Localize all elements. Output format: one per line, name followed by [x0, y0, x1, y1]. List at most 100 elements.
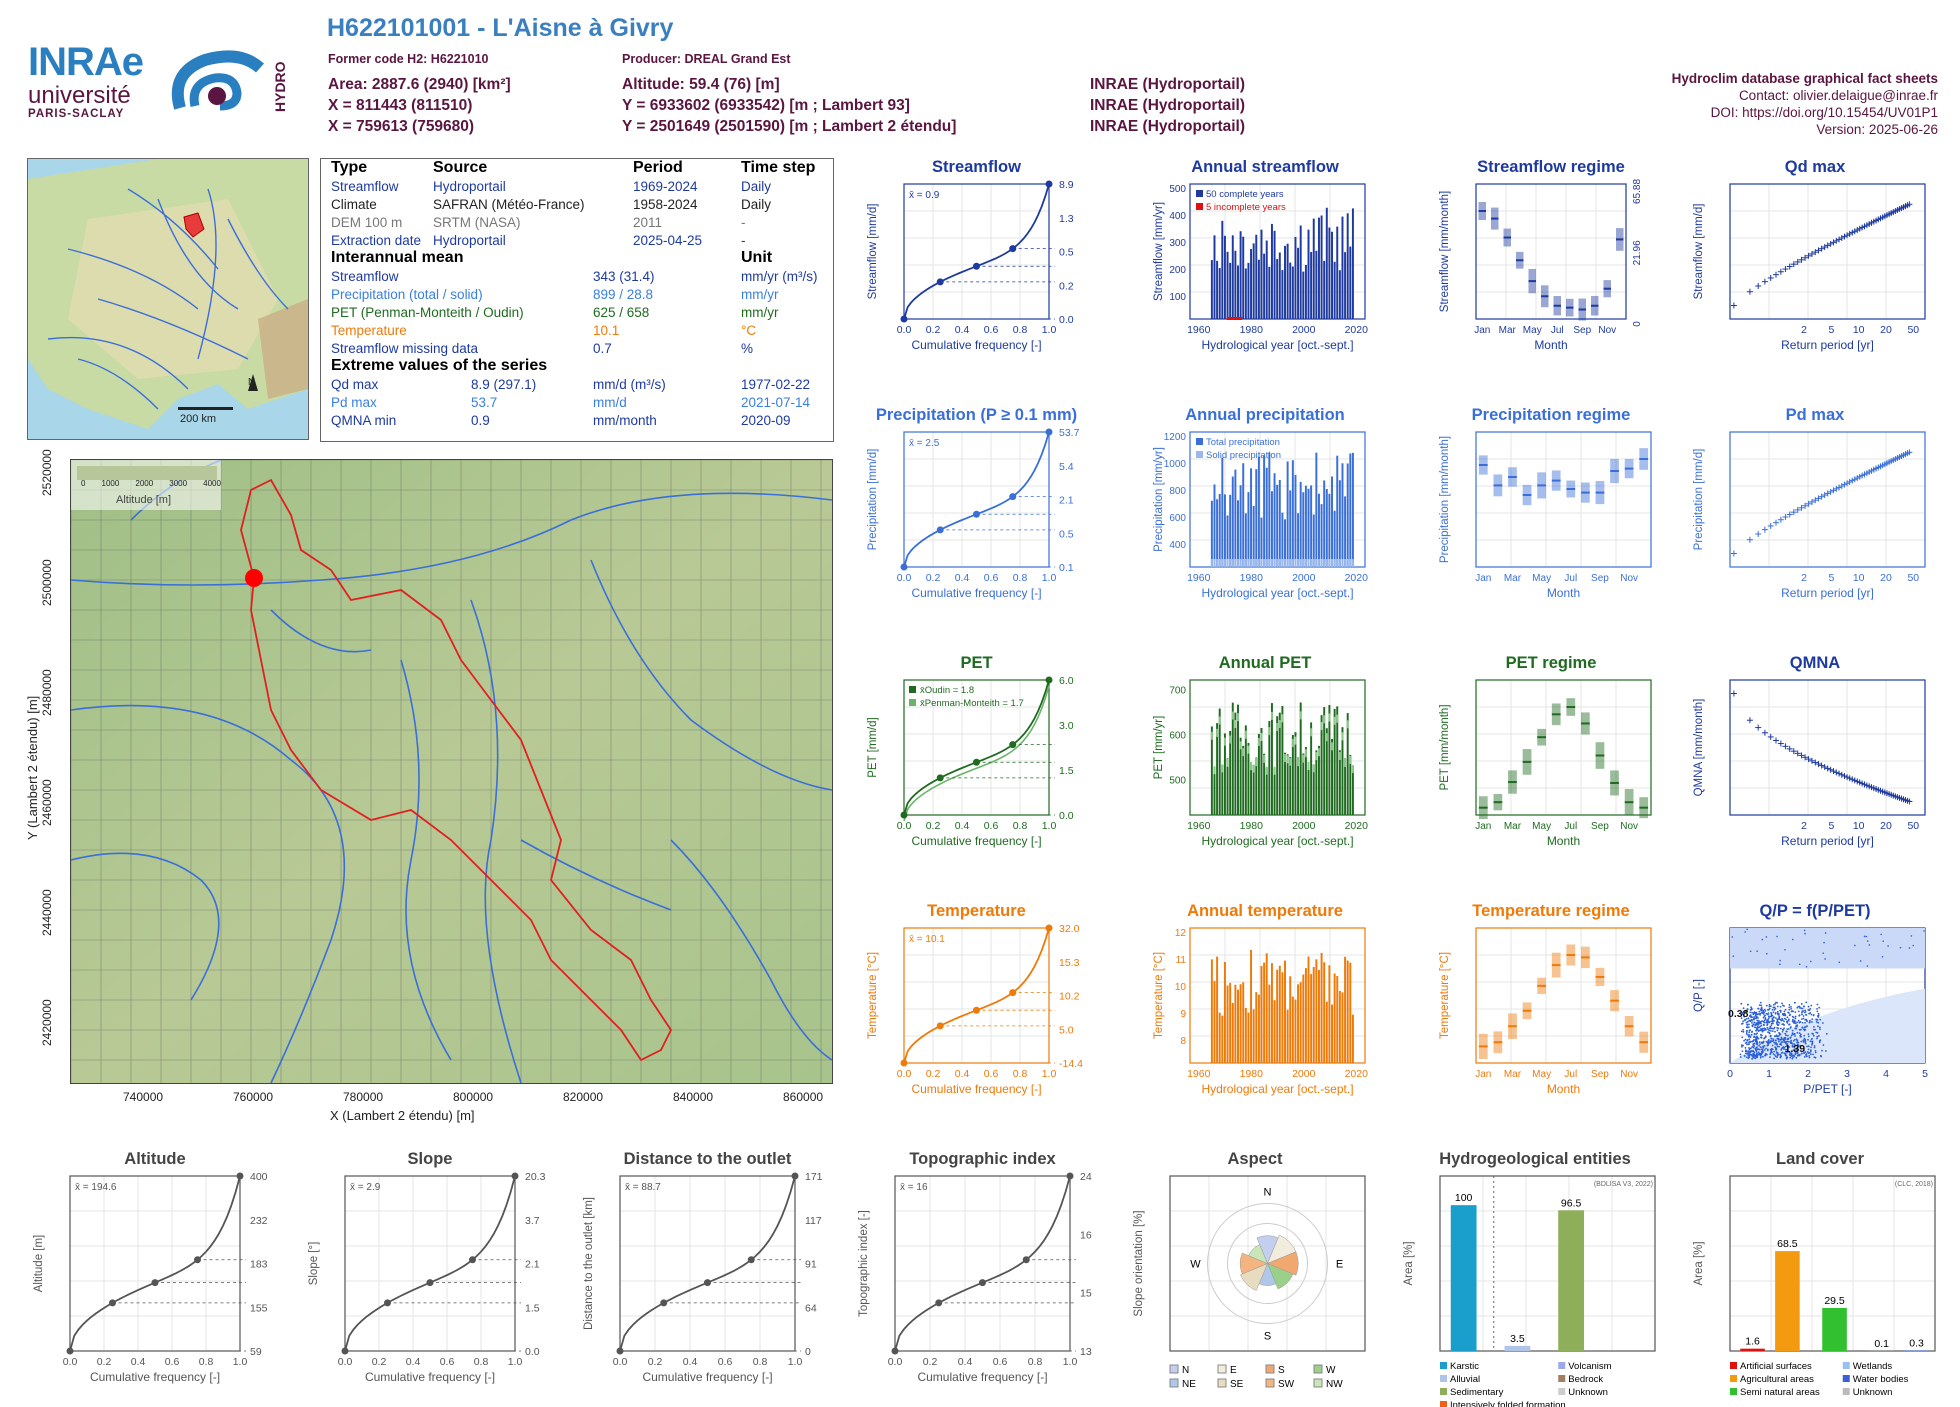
qp-point — [1769, 1008, 1771, 1010]
qp-point — [1900, 947, 1902, 949]
legend-swatch — [1266, 1365, 1274, 1373]
return-period-point — [1828, 241, 1834, 247]
qp-point — [1880, 934, 1882, 936]
map-x-tick: 840000 — [673, 1090, 713, 1104]
qp-point — [1743, 1040, 1745, 1042]
solid-bar — [1336, 559, 1338, 567]
qp-point — [1753, 1016, 1755, 1018]
pet-bar-2 — [1266, 767, 1268, 775]
qp-point — [1779, 964, 1781, 966]
qp-point — [1752, 1050, 1754, 1052]
x-tick: Sep — [1573, 325, 1591, 336]
plot-frame — [70, 1176, 240, 1351]
y-tick: 600 — [1169, 731, 1186, 742]
x-tick: 2000 — [1292, 1068, 1316, 1080]
y-axis-label: PET [mm/month] — [1439, 704, 1451, 790]
qp-point — [1814, 1047, 1816, 1049]
qp-point — [1818, 1007, 1820, 1009]
solid-bar — [1237, 559, 1239, 567]
qp-point — [1760, 1053, 1762, 1055]
qp-point — [1811, 1014, 1813, 1016]
x-tick: 2 — [1801, 820, 1807, 832]
x-tick: 1960 — [1187, 324, 1211, 336]
annual-bar — [1331, 476, 1333, 567]
qp-point — [1786, 1057, 1788, 1059]
qp-point — [1799, 1007, 1801, 1009]
pet-bar-2 — [1323, 715, 1325, 723]
qp-point — [1745, 1053, 1747, 1055]
x-tick: 0.8 — [1013, 1068, 1028, 1080]
x-tick: 1 — [1766, 1068, 1772, 1080]
x-tick: 0.4 — [406, 1356, 421, 1368]
x-tick: 0.4 — [955, 572, 970, 584]
qp-point — [1781, 1002, 1783, 1004]
annual-bar — [1227, 252, 1229, 319]
streamflow-svg: Streamflow [mm/d]Cumulative frequency [-… — [864, 180, 1089, 375]
qp-point — [1803, 1035, 1805, 1037]
annual-bar — [1271, 491, 1273, 567]
qp-point — [1808, 1048, 1810, 1050]
annual-bar — [1261, 966, 1263, 1063]
x-axis-label: Cumulative frequency [-] — [917, 1370, 1047, 1384]
qp-point — [1785, 1030, 1787, 1032]
return-period-point — [1825, 765, 1831, 771]
x-tick: 5 — [1922, 1068, 1928, 1080]
pet-bar-2 — [1292, 739, 1294, 747]
annual-bar — [1334, 709, 1336, 815]
annual-bar — [1211, 501, 1213, 567]
qp-point — [1779, 960, 1781, 962]
annual-bar — [1297, 513, 1299, 567]
qp-point — [1773, 1011, 1775, 1013]
universite-logo: université — [28, 82, 131, 110]
x-tick: Jan — [1475, 821, 1491, 832]
area-bar — [1822, 1308, 1847, 1351]
annual-bar — [1245, 268, 1247, 319]
cell: mm/month — [593, 413, 657, 428]
legend-label: 5 incomplete years — [1206, 202, 1286, 213]
right-tick: 10.2 — [1059, 991, 1080, 1003]
annual-bar — [1313, 219, 1315, 319]
chart-title: Pd max — [1690, 406, 1940, 425]
x-tick: Nov — [1598, 325, 1616, 336]
qp-point — [1774, 1009, 1776, 1011]
qp-point — [1786, 1055, 1788, 1057]
qp-point — [1784, 949, 1786, 951]
solid-bar — [1219, 559, 1221, 567]
x-tick: 0.8 — [753, 1356, 768, 1368]
y-tick: 600 — [1169, 513, 1186, 524]
annual-bar — [1255, 992, 1257, 1063]
qp-point — [1788, 1020, 1790, 1022]
annual-bar — [1308, 489, 1310, 567]
qp-point — [1775, 1017, 1777, 1019]
pet-bar-2 — [1250, 762, 1252, 770]
annual-bar — [1240, 984, 1242, 1063]
x-tick: Sep — [1591, 573, 1609, 584]
qp-point — [1800, 1036, 1802, 1038]
qp-point — [1809, 1022, 1811, 1024]
cell: mm/yr — [741, 287, 779, 302]
x-tick: Jan — [1474, 325, 1490, 336]
x-tick: 0.0 — [63, 1356, 78, 1368]
qp-point — [1789, 1014, 1791, 1016]
qp-point — [1749, 1030, 1751, 1032]
qp-point — [1803, 1018, 1805, 1020]
x-tick: 10 — [1853, 572, 1865, 584]
x-tick: 0.2 — [372, 1356, 387, 1368]
x-tick: 0.6 — [165, 1356, 180, 1368]
cumulative-curve — [904, 928, 1049, 1063]
fact-sheet-info: Hydroclim database graphical fact sheets… — [1672, 70, 1938, 138]
x-tick: May — [1532, 821, 1551, 832]
qp-point — [1773, 1051, 1775, 1053]
qp-point — [1760, 1057, 1762, 1059]
qp-point — [1783, 1024, 1785, 1026]
x-tick: 0.6 — [993, 1356, 1008, 1368]
y-axis-label: Temperature [°C] — [1439, 952, 1451, 1039]
x-tick: 2000 — [1292, 572, 1316, 584]
